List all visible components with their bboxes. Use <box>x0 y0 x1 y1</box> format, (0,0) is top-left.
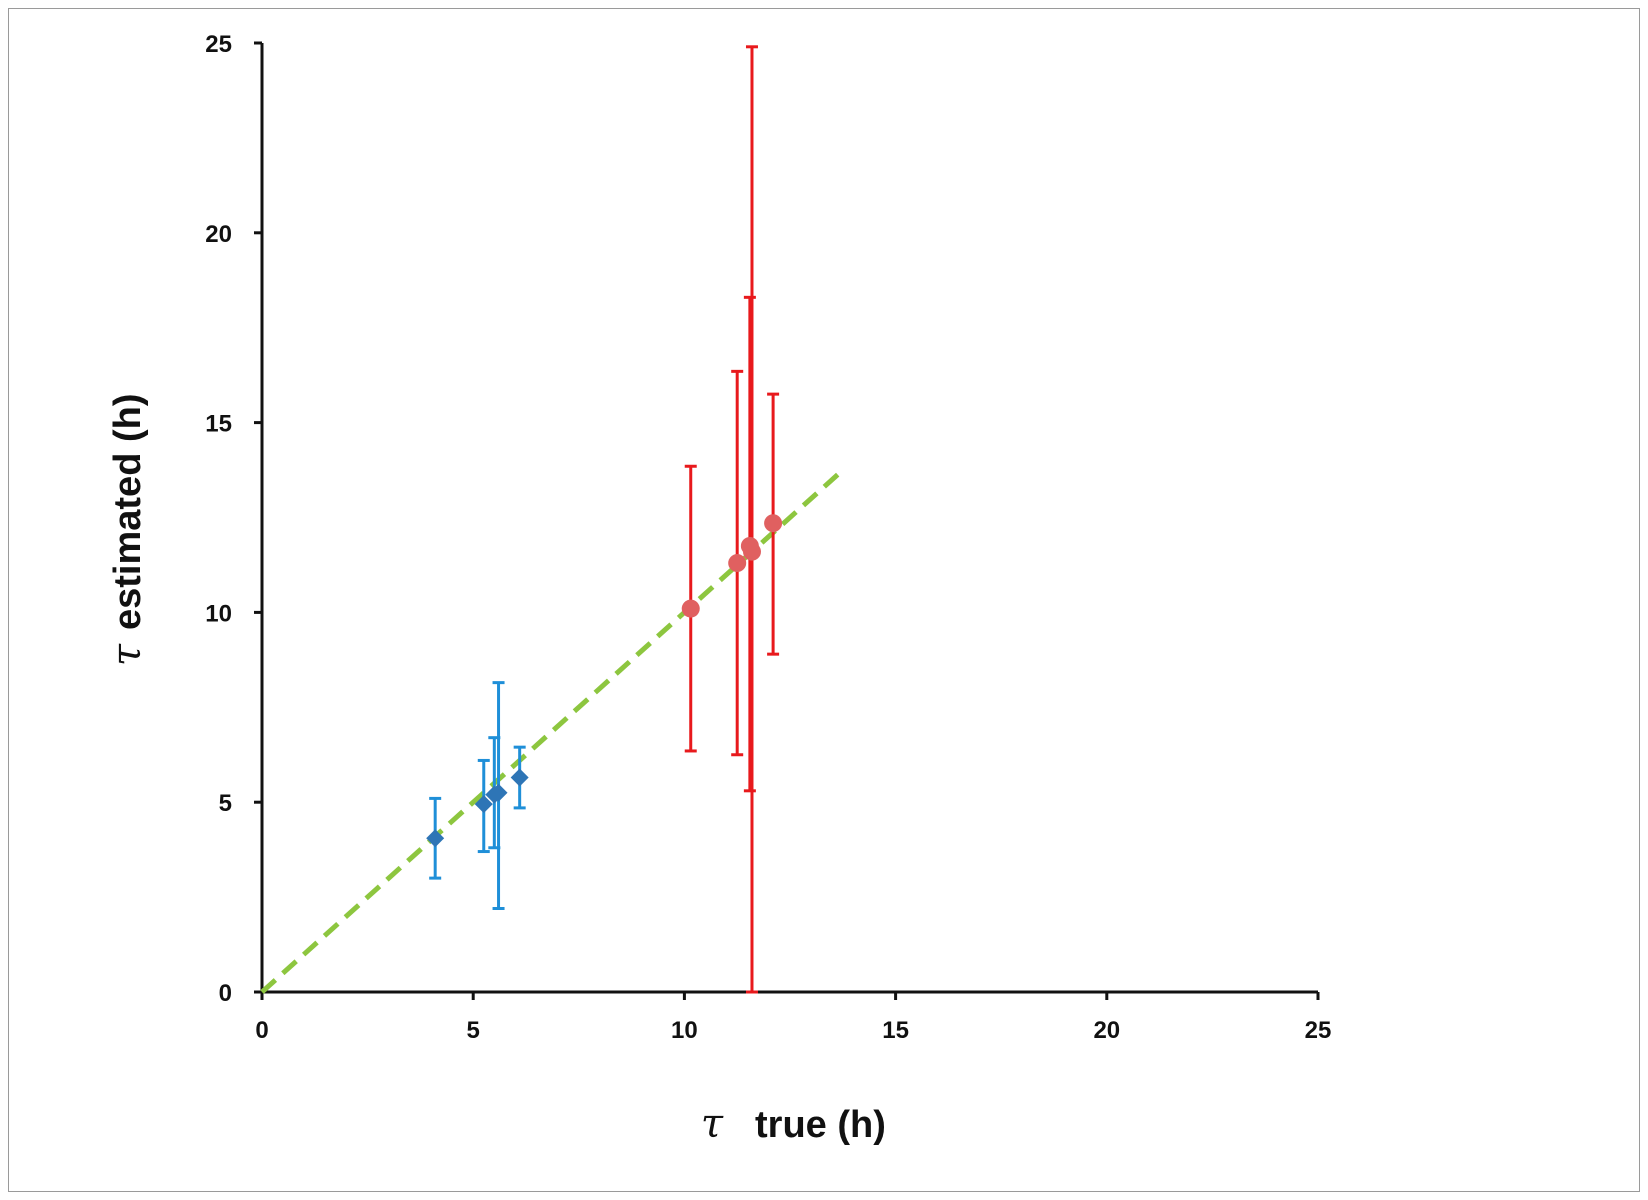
data-point-diamond <box>426 829 445 848</box>
y-tick-label: 15 <box>205 411 232 438</box>
markers-group <box>426 514 783 848</box>
y-axis-title-symbol: τ <box>104 643 150 666</box>
errorbars-group <box>429 45 780 994</box>
x-tick-label: 10 <box>671 1017 698 1044</box>
axes: 0 5 10 15 20 25 0 5 10 15 20 25 <box>205 31 1331 1044</box>
y-axis-title: estimated (h) <box>107 394 149 630</box>
x-tick-label: 0 <box>255 1017 268 1044</box>
data-point-diamond <box>489 783 508 802</box>
data-point-circle <box>681 599 700 618</box>
x-tick-label: 15 <box>882 1017 909 1044</box>
x-axis-title: true (h) <box>755 1104 886 1146</box>
x-tick-label: 25 <box>1305 1017 1332 1044</box>
data-point-circle <box>742 542 761 561</box>
y-tick-label: 10 <box>205 600 232 627</box>
y-tick-label: 5 <box>219 790 232 817</box>
x-tick-label: 5 <box>467 1017 480 1044</box>
data-point-circle <box>764 514 783 533</box>
data-point-diamond <box>510 768 529 787</box>
x-axis-title-symbol: τ <box>701 1101 724 1147</box>
data-point-diamond <box>474 795 493 814</box>
chart-frame <box>8 8 1640 1192</box>
x-tick-label: 20 <box>1093 1017 1120 1044</box>
data-point-circle <box>728 554 747 573</box>
y-tick-label: 25 <box>205 31 232 58</box>
y-tick-label: 20 <box>205 221 232 248</box>
y-tick-label: 0 <box>219 980 232 1007</box>
